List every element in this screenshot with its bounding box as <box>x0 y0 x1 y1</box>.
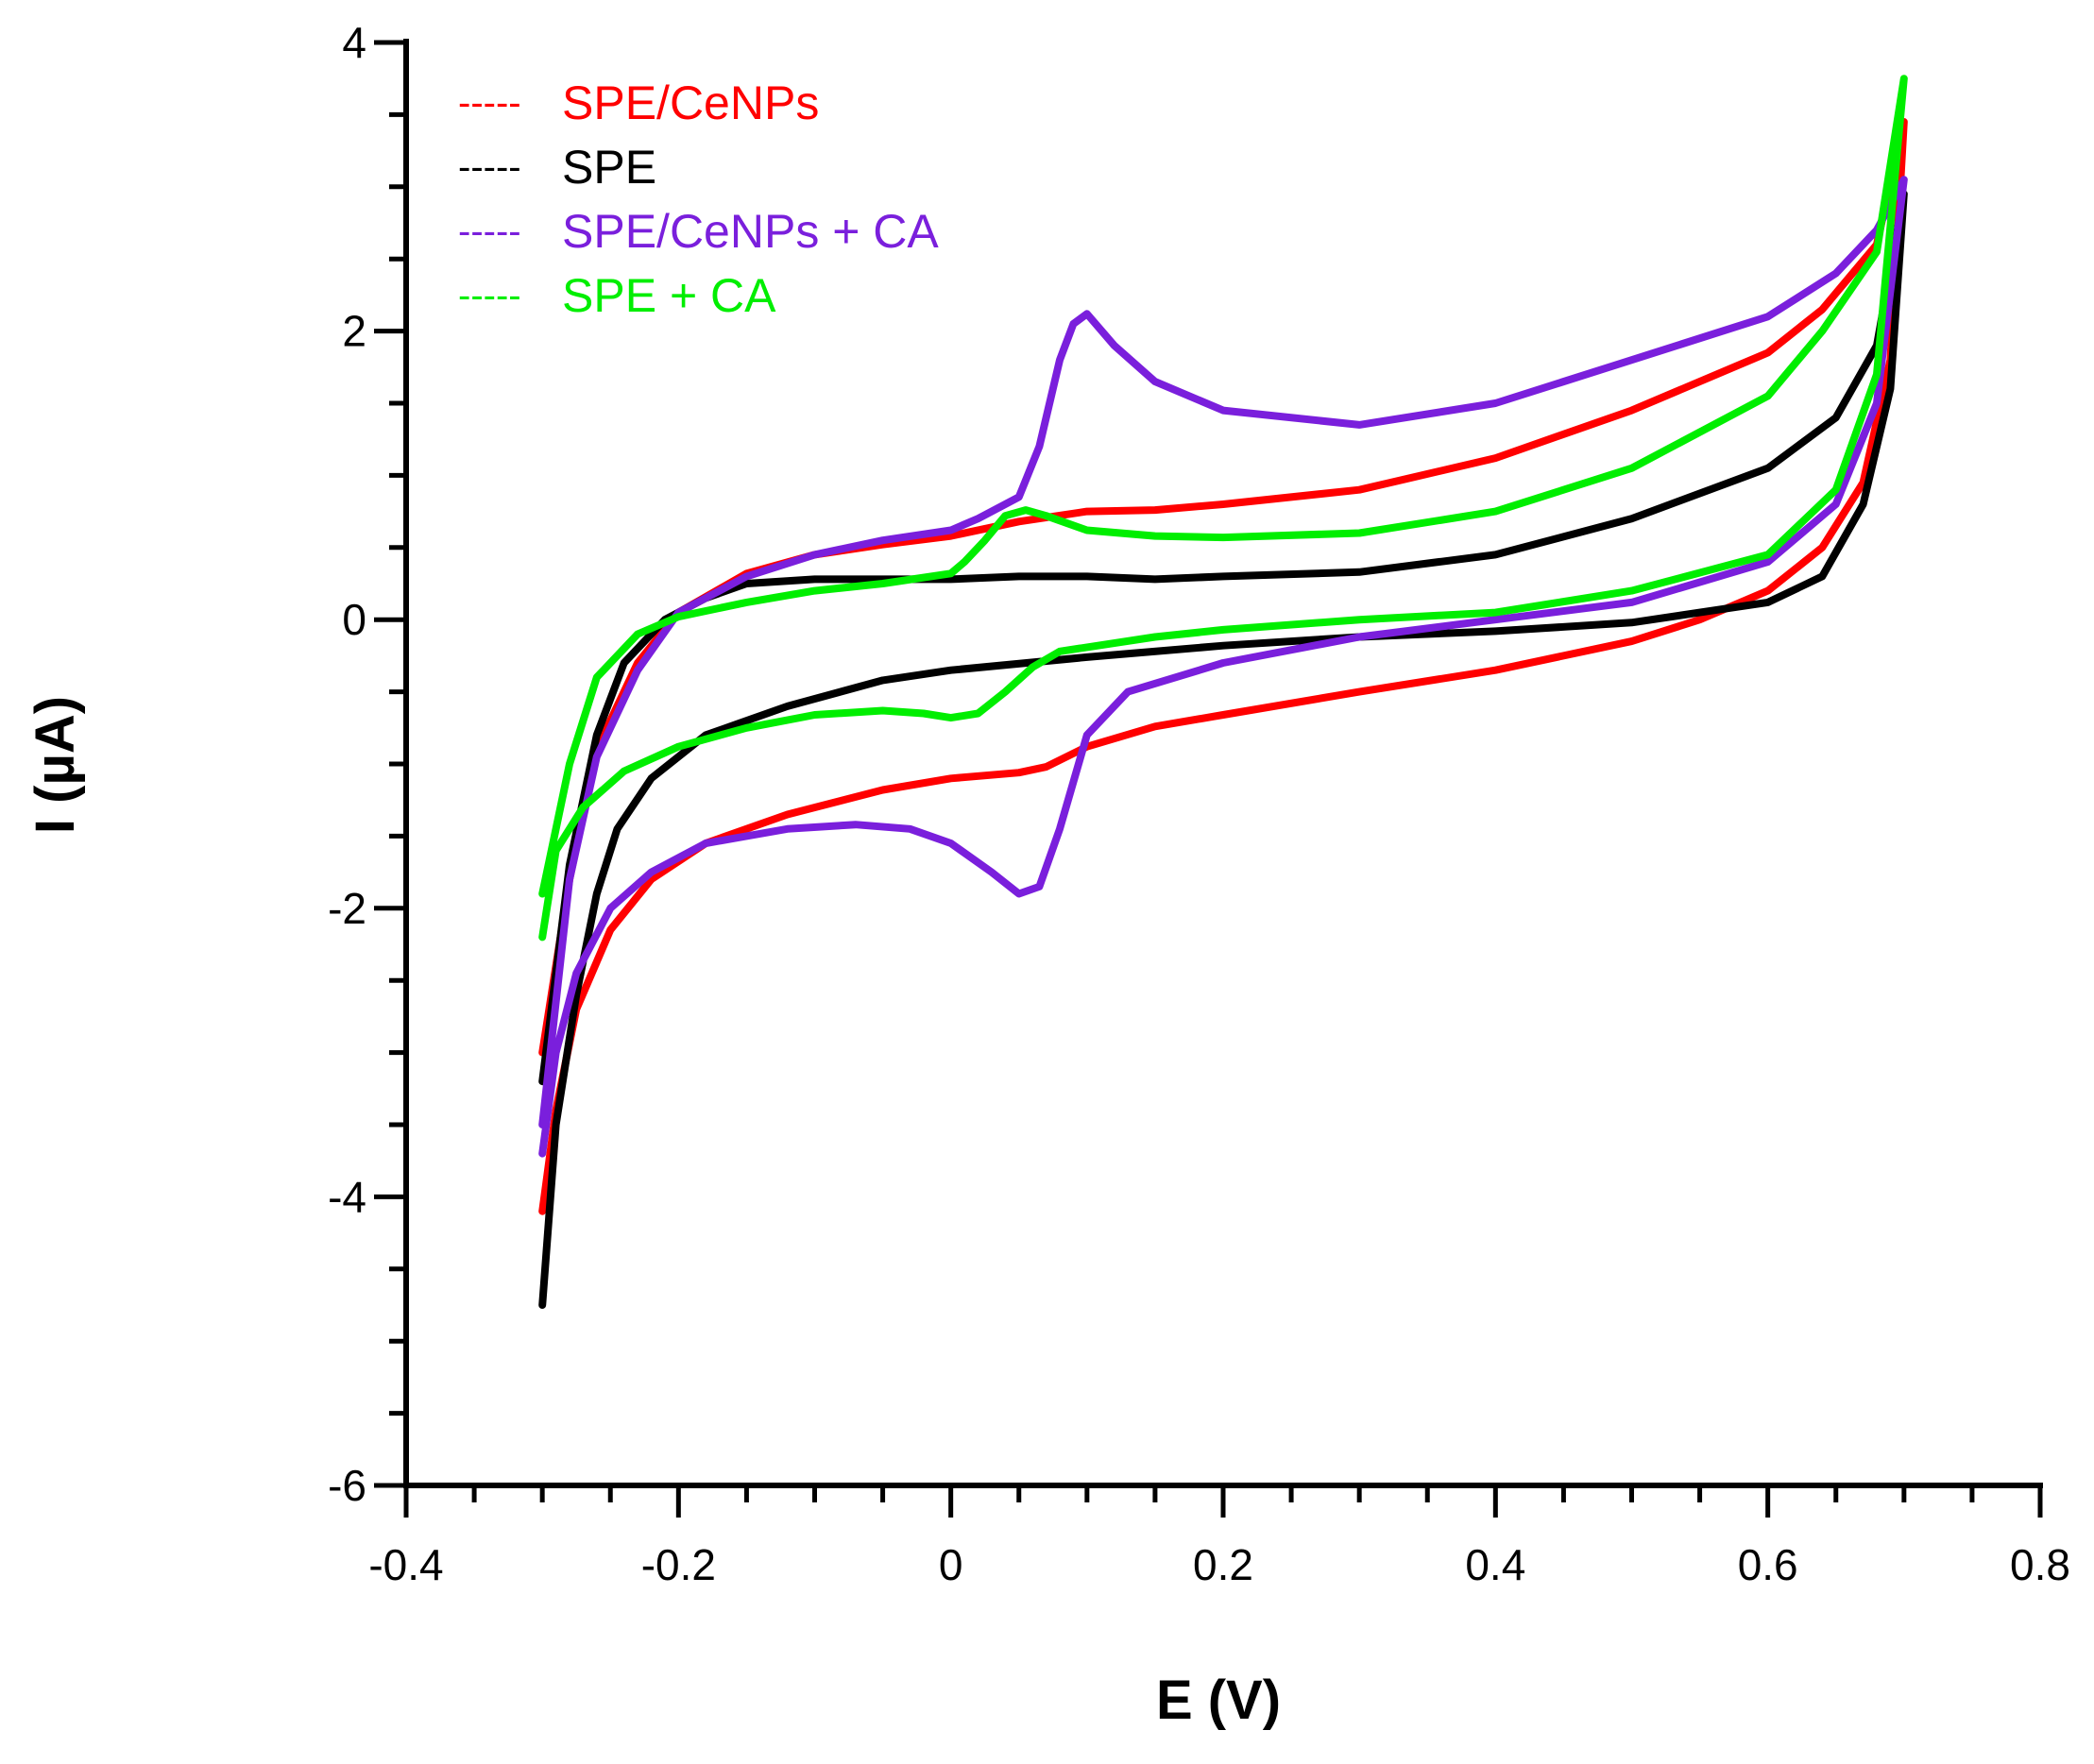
x-tick-label: -0.2 <box>641 1540 716 1589</box>
x-axis-ticks: -0.4 -0.2 0 0.2 0.4 0.6 0.8 <box>368 1485 2070 1589</box>
x-tick-label: 0.2 <box>1193 1540 1253 1589</box>
legend-marker: ----- <box>458 211 521 252</box>
series-line-spe-ca <box>538 75 1908 941</box>
y-tick-label: -2 <box>328 884 366 933</box>
x-tick-label: 0.6 <box>1738 1540 1798 1589</box>
legend-label: SPE + CA <box>562 269 776 322</box>
y-tick-label: 2 <box>342 307 366 356</box>
x-tick-label: 0.8 <box>2010 1540 2070 1589</box>
series-curves <box>538 75 1908 1309</box>
x-axis-title: E (V) <box>1156 1670 1281 1731</box>
x-tick-label: -0.4 <box>368 1540 443 1589</box>
legend-label: SPE/CeNPs <box>562 76 819 129</box>
legend-marker: ----- <box>458 146 521 188</box>
y-tick-label: 4 <box>342 18 366 67</box>
legend-label: SPE <box>562 141 656 194</box>
legend: ----- SPE/CeNPs ----- SPE ----- SPE/CeNPs + C… <box>458 76 939 322</box>
y-tick-label: -4 <box>328 1172 366 1221</box>
y-tick-label: 0 <box>342 595 366 644</box>
legend-label: SPE/CeNPs + CA <box>562 205 939 258</box>
series-line-spe <box>538 190 1908 1309</box>
y-axis-title: I (µA) <box>25 696 86 834</box>
y-axis-ticks: -6 -4 -2 0 2 4 <box>328 18 406 1510</box>
y-tick-label: -6 <box>328 1461 366 1510</box>
legend-marker: ----- <box>458 82 521 124</box>
series-line-spe-cenps-ca <box>538 176 1908 1158</box>
x-tick-label: 0.4 <box>1465 1540 1525 1589</box>
legend-marker: ----- <box>458 275 521 316</box>
x-tick-label: 0 <box>939 1540 963 1589</box>
